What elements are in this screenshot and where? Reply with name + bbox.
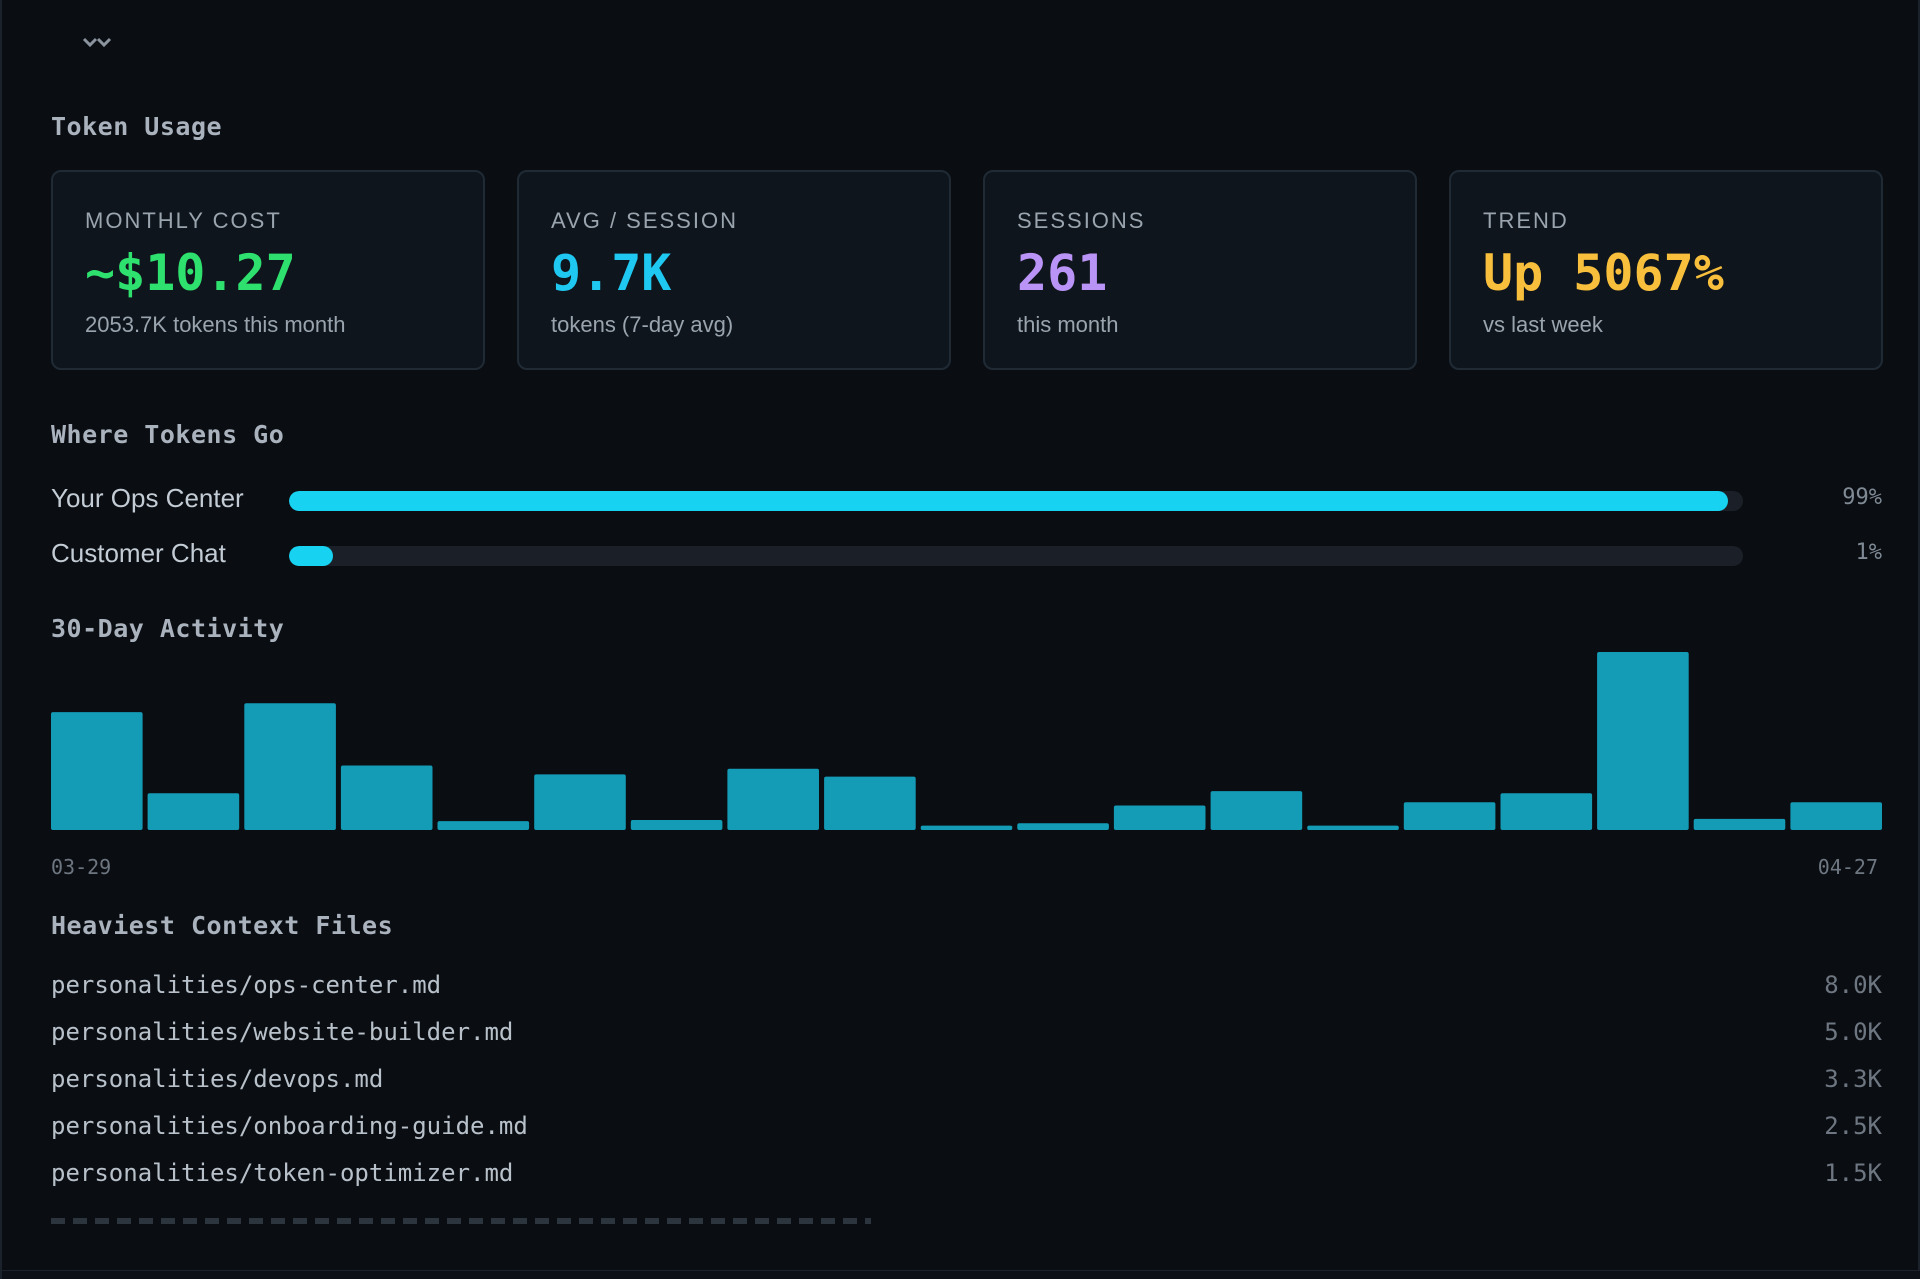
- list-item[interactable]: personalities/onboarding-guide.md 2.5K: [51, 1106, 1882, 1153]
- stat-label: AVG / SESSION: [551, 208, 738, 233]
- activity-bar: [244, 703, 336, 830]
- list-item[interactable]: personalities/devops.md 3.3K: [51, 1059, 1882, 1106]
- stat-label: SESSIONS: [1017, 208, 1146, 233]
- activity-bar: [1500, 793, 1593, 830]
- distribution-percent: 1%: [1855, 540, 1883, 565]
- stat-label: TREND: [1483, 208, 1569, 233]
- chart-end-date: 04-27: [1817, 855, 1878, 879]
- token-usage-heading: Token Usage: [51, 112, 223, 141]
- stat-cards: MONTHLY COST ~$10.27 2053.7K tokens this…: [51, 170, 1883, 370]
- collapse-chevron-icon[interactable]: [80, 36, 114, 52]
- distribution-row-customer-chat: Customer Chat 1%: [51, 534, 1882, 574]
- stat-label: MONTHLY COST: [85, 208, 282, 233]
- stat-card-sessions: SESSIONS 261 this month: [983, 170, 1417, 370]
- list-item[interactable]: personalities/website-builder.md 5.0K: [51, 1012, 1882, 1059]
- activity-bar: [147, 793, 240, 830]
- stat-subtext: 2053.7K tokens this month: [85, 312, 346, 337]
- file-name: personalities/devops.md: [51, 1065, 384, 1093]
- stat-value: Up 5067%: [1483, 244, 1724, 302]
- list-item[interactable]: personalities/token-optimizer.md 1.5K: [51, 1153, 1882, 1200]
- activity-bar: [824, 776, 916, 830]
- chart-start-date: 03-29: [51, 855, 112, 879]
- stat-card-trend: TREND Up 5067% vs last week: [1449, 170, 1883, 370]
- clipped-footer-text: [51, 1218, 871, 1224]
- activity-heading: 30-Day Activity: [51, 614, 285, 643]
- distribution-row-ops-center: Your Ops Center 99%: [51, 479, 1882, 519]
- stat-subtext: tokens (7-day avg): [551, 312, 734, 337]
- activity-bar: [1693, 818, 1786, 830]
- activity-bar: [534, 774, 626, 830]
- context-file-list: personalities/ops-center.md 8.0K persona…: [51, 965, 1882, 1200]
- file-name: personalities/ops-center.md: [51, 971, 442, 999]
- distribution-label: Your Ops Center: [51, 483, 244, 513]
- activity-bar: [1113, 805, 1206, 830]
- file-size: 3.3K: [1824, 1065, 1882, 1093]
- distribution-label: Customer Chat: [51, 538, 226, 568]
- file-size: 2.5K: [1824, 1112, 1882, 1140]
- activity-bar: [1210, 791, 1303, 830]
- activity-bar: [1307, 825, 1399, 830]
- heaviest-files-heading: Heaviest Context Files: [51, 911, 394, 940]
- stat-subtext: this month: [1017, 312, 1119, 337]
- stat-value: ~$10.27: [85, 244, 296, 302]
- stat-value: 9.7K: [551, 244, 672, 302]
- list-item[interactable]: personalities/ops-center.md 8.0K: [51, 965, 1882, 1012]
- file-size: 8.0K: [1824, 971, 1882, 999]
- distribution-percent: 99%: [1842, 485, 1882, 510]
- file-name: personalities/website-builder.md: [51, 1018, 514, 1046]
- stat-card-monthly-cost: MONTHLY COST ~$10.27 2053.7K tokens this…: [51, 170, 485, 370]
- file-size: 5.0K: [1824, 1018, 1882, 1046]
- stat-value: 261: [1017, 244, 1108, 302]
- file-name: personalities/token-optimizer.md: [51, 1159, 514, 1187]
- activity-bar-chart: [51, 652, 1882, 830]
- activity-bar: [437, 821, 530, 830]
- activity-bar: [51, 712, 143, 830]
- distribution-track: [289, 491, 1743, 511]
- activity-bar: [727, 768, 819, 830]
- distribution-fill: [289, 546, 333, 566]
- activity-bar: [920, 825, 1013, 830]
- stat-subtext: vs last week: [1483, 312, 1603, 337]
- activity-bar: [630, 820, 723, 830]
- file-size: 1.5K: [1824, 1159, 1882, 1187]
- where-tokens-go-heading: Where Tokens Go: [51, 420, 285, 449]
- activity-bar: [1017, 823, 1109, 830]
- activity-bar: [1403, 802, 1496, 830]
- activity-bar: [340, 765, 433, 830]
- activity-bar: [1597, 652, 1689, 830]
- bottom-scroll-edge: [2, 1270, 1920, 1279]
- distribution-fill: [289, 491, 1729, 511]
- file-name: personalities/onboarding-guide.md: [51, 1112, 528, 1140]
- activity-bar: [1790, 802, 1882, 830]
- stat-card-avg-session: AVG / SESSION 9.7K tokens (7-day avg): [517, 170, 951, 370]
- distribution-track: [289, 546, 1743, 566]
